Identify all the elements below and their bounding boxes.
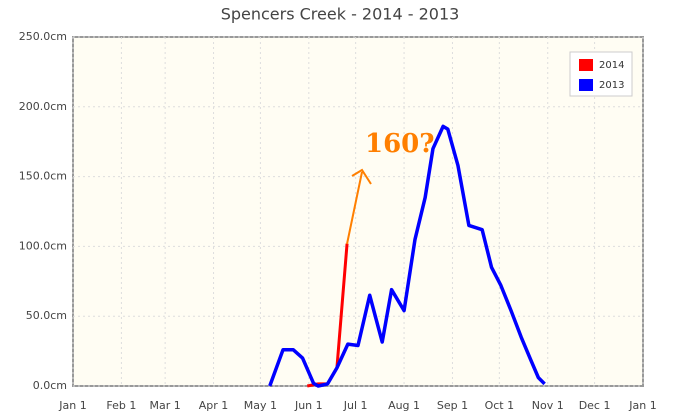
x-tick-label: Jan 1 (628, 399, 656, 412)
y-tick-label: 250.0cm (19, 30, 67, 43)
x-tick-label: Jul 1 (343, 399, 368, 412)
y-tick-label: 150.0cm (19, 170, 67, 183)
legend-label: 2014 (599, 60, 624, 71)
y-tick-label: 0.0cm (33, 379, 67, 392)
x-tick-label: Aug 1 (388, 399, 420, 412)
x-tick-label: May 1 (244, 399, 277, 412)
y-tick-label: 200.0cm (19, 100, 67, 113)
x-tick-label: Mar 1 (150, 399, 181, 412)
chart-title: Spencers Creek - 2014 - 2013 (221, 5, 460, 24)
x-tick-label: Apr 1 (199, 399, 229, 412)
y-tick-label: 50.0cm (26, 309, 67, 322)
x-tick-label: Dec 1 (579, 399, 611, 412)
legend-swatch (579, 79, 593, 91)
x-tick-label: Oct 1 (485, 399, 515, 412)
x-tick-label: Jan 1 (58, 399, 86, 412)
plot-area (72, 36, 644, 387)
annotation: 160? (365, 129, 435, 159)
series-line (268, 124, 546, 388)
x-tick-label: Jun 1 (294, 399, 323, 412)
annotation-arrow (346, 168, 372, 245)
x-tick-label: Sep 1 (437, 399, 468, 412)
x-tick-label: Nov 1 (532, 399, 564, 412)
legend-swatch (579, 59, 593, 71)
y-tick-label: 100.0cm (19, 239, 67, 252)
legend-label: 2013 (599, 80, 624, 91)
x-tick-label: Feb 1 (106, 399, 136, 412)
